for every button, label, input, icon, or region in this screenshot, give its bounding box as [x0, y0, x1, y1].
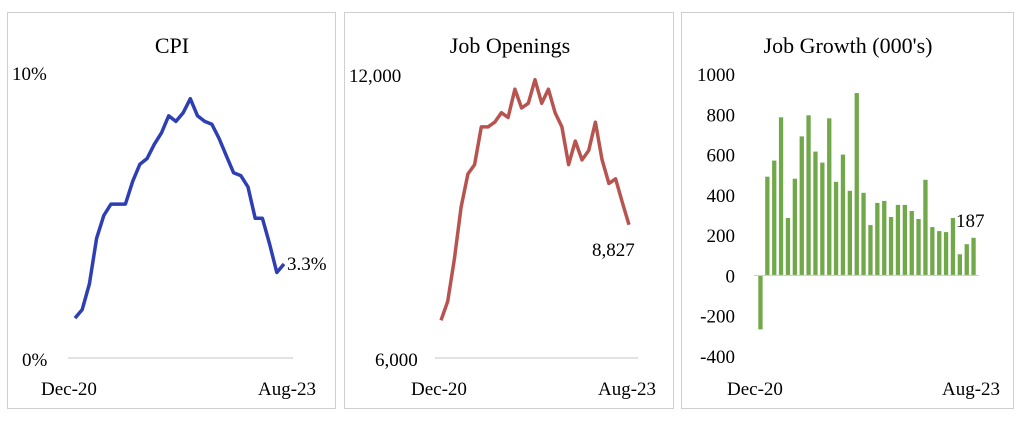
chart-title: Job Openings	[450, 33, 570, 58]
job-openings-series-line	[439, 77, 631, 321]
y-tick-label: 600	[707, 146, 736, 167]
x-tick-label: Aug-23	[598, 379, 656, 400]
cpi-series-line	[73, 96, 286, 320]
bar	[813, 151, 818, 276]
y-tick-label: -200	[700, 307, 735, 328]
y-tick-label: 6,000	[375, 350, 418, 371]
bar	[778, 117, 784, 276]
bar	[868, 225, 873, 276]
job-openings-panel: Job Openings 12,000 6,000 Dec-20 Aug-23 8,827	[344, 12, 674, 409]
bar	[943, 232, 949, 276]
bar	[888, 217, 894, 276]
bar	[930, 227, 935, 276]
y-tick-label: 1000	[697, 65, 735, 86]
bar	[806, 115, 811, 276]
end-value-label: 3.3%	[287, 254, 327, 275]
bar	[765, 176, 770, 276]
bar	[785, 218, 791, 276]
bar	[772, 160, 777, 276]
x-tick-label: Dec-20	[411, 379, 467, 400]
y-tick-label: 200	[707, 226, 736, 247]
bar	[875, 202, 880, 276]
bar	[792, 178, 797, 276]
y-tick-label: 10%	[12, 64, 47, 85]
chart-title: Job Growth (000's)	[764, 33, 933, 58]
bar	[971, 237, 976, 276]
bar	[861, 192, 866, 276]
bar	[820, 162, 825, 276]
chart-title: CPI	[155, 33, 189, 58]
bar	[902, 204, 907, 276]
x-tick-label: Aug-23	[258, 379, 316, 400]
bar	[964, 244, 969, 276]
cpi-panel: CPI 10% 0% Dec-20 Aug-23 3.3%	[7, 12, 336, 409]
bar	[916, 219, 921, 276]
bar	[909, 211, 914, 276]
bar	[923, 179, 928, 276]
bar	[827, 118, 832, 276]
x-tick-label: Aug-23	[942, 379, 1000, 400]
y-tick-label: 800	[707, 105, 736, 126]
bar	[758, 275, 763, 330]
job-growth-panel: Job Growth (000's) 1000 800 600 400 200 0 -200 -…	[681, 12, 1014, 409]
bar	[833, 181, 839, 276]
y-tick-label: 12,000	[349, 66, 401, 87]
end-value-label: 187	[956, 211, 985, 232]
x-tick-label: Dec-20	[727, 379, 783, 400]
bar	[840, 154, 846, 276]
bar	[957, 254, 962, 276]
bar	[847, 190, 852, 276]
y-tick-label: 400	[707, 186, 736, 207]
job-growth-chart: Job Growth (000's) 1000 800 600 400 200 0 -200 -…	[697, 33, 1000, 400]
cpi-chart: CPI 10% 0% Dec-20 Aug-23 3.3%	[12, 33, 327, 400]
bar	[854, 93, 859, 276]
y-tick-label: 0	[726, 266, 736, 287]
bar	[895, 204, 901, 276]
bar	[882, 200, 887, 276]
bar	[950, 218, 956, 276]
y-tick-label: 0%	[22, 350, 48, 371]
bar	[799, 136, 804, 276]
x-tick-label: Dec-20	[41, 379, 97, 400]
bar	[937, 231, 942, 276]
end-value-label: 8,827	[592, 240, 635, 261]
y-tick-label: -400	[700, 347, 735, 368]
job-openings-chart: Job Openings 12,000 6,000 Dec-20 Aug-23 8,827	[349, 33, 656, 400]
